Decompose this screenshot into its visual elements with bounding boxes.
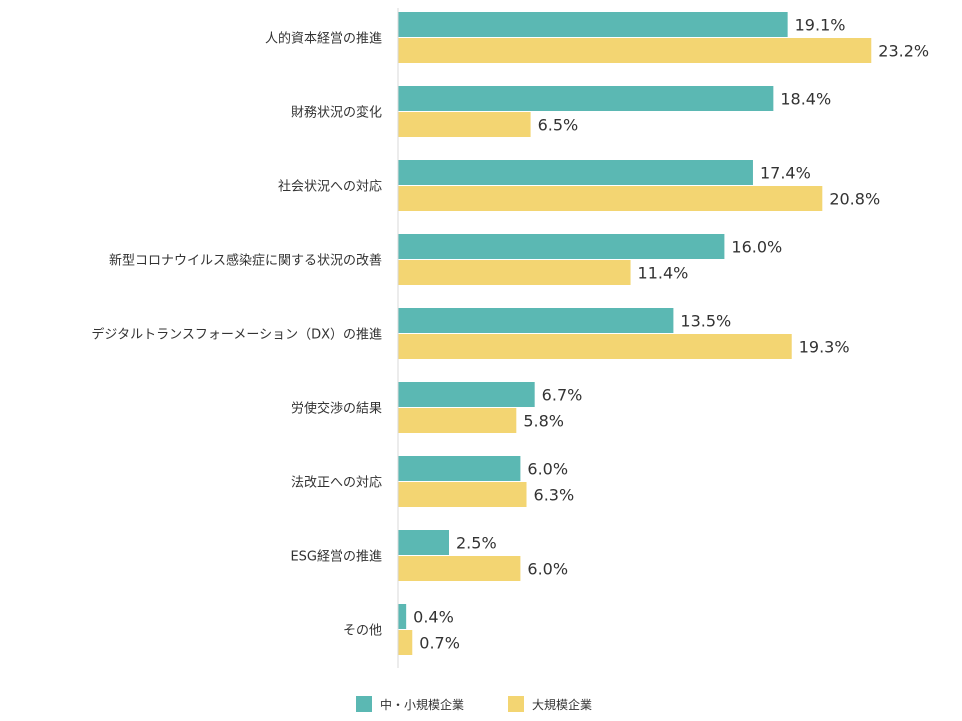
category-label: 財務状況の変化: [291, 105, 382, 121]
data-label: 23.2%: [878, 42, 929, 61]
bar-small-medium-8: [398, 530, 449, 555]
data-label: 2.5%: [456, 534, 497, 553]
bar-large-9: [398, 630, 413, 655]
data-label: 17.4%: [760, 164, 811, 183]
data-label: 13.5%: [680, 312, 731, 331]
legend-label: 中・小規模企業: [380, 697, 464, 712]
data-label: 6.7%: [542, 386, 583, 405]
bar-large-2: [398, 112, 531, 137]
data-label: 16.0%: [731, 238, 782, 257]
bar-large-7: [398, 482, 527, 507]
category-label: 法改正への対応: [291, 476, 382, 491]
data-label: 6.5%: [538, 116, 579, 135]
bar-large-5: [398, 334, 792, 359]
bar-small-medium-3: [398, 160, 753, 185]
data-label: 19.1%: [795, 16, 846, 35]
bar-small-medium-9: [398, 604, 407, 629]
legend-swatch: [508, 696, 524, 712]
legend: 中・小規模企業 大規模企業: [356, 696, 592, 712]
category-label: 人的資本経営の推進: [265, 31, 382, 47]
bar-small-medium-6: [398, 382, 535, 407]
bar-large-1: [398, 38, 872, 63]
data-label: 0.7%: [419, 634, 460, 653]
bar-small-medium-1: [398, 12, 788, 37]
bar-small-medium-4: [398, 234, 725, 259]
bar-small-medium-2: [398, 86, 774, 111]
data-label: 11.4%: [638, 264, 689, 283]
bars: [398, 12, 872, 655]
category-label: その他: [343, 624, 382, 639]
category-label: ESG経営の推進: [290, 550, 382, 565]
bar-small-medium-5: [398, 308, 674, 333]
bar-small-medium-7: [398, 456, 521, 481]
data-label: 6.0%: [527, 560, 568, 579]
legend-label: 大規模企業: [532, 697, 592, 712]
data-label: 0.4%: [413, 608, 454, 627]
data-label: 5.8%: [523, 412, 564, 431]
bar-large-6: [398, 408, 517, 433]
data-label: 20.8%: [829, 190, 880, 209]
value-labels: 19.1% 23.2% 18.4% 6.5% 17.4% 20.8% 16.0% 11.4% 1…: [413, 16, 929, 653]
category-label: 新型コロナウイルス感染症に関する状況の改善: [109, 253, 382, 269]
data-label: 6.3%: [534, 486, 575, 505]
bar-large-3: [398, 186, 823, 211]
legend-swatch: [356, 696, 372, 712]
data-label: 6.0%: [527, 460, 568, 479]
category-label: 社会状況への対応: [278, 179, 382, 195]
category-label: 労使交渉の結果: [291, 401, 382, 417]
bar-large-4: [398, 260, 631, 285]
category-label: デジタルトランスフォーメーション（DX）の推進: [91, 327, 382, 343]
data-label: 19.3%: [799, 338, 850, 357]
category-labels: 人的資本経営の推進財務状況の変化社会状況への対応新型コロナウイルス感染症に関する…: [91, 31, 382, 639]
data-label: 18.4%: [780, 90, 831, 109]
bar-large-8: [398, 556, 521, 581]
